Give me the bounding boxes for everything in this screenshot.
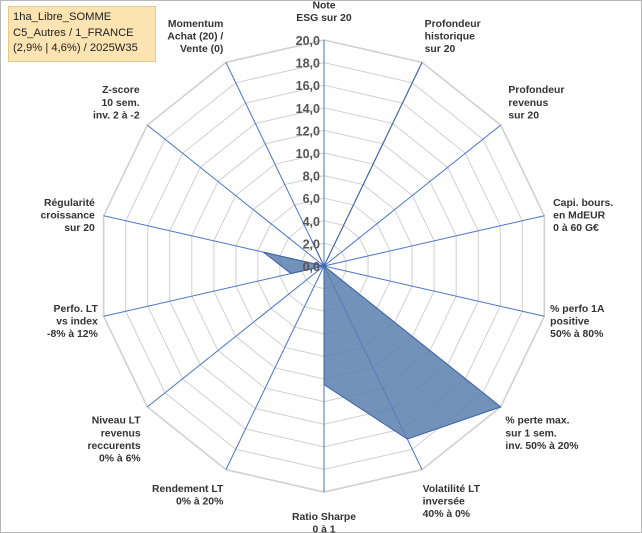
axis-label-line: ESG sur 20 bbox=[296, 13, 352, 24]
axis-label-line: positive bbox=[550, 317, 589, 328]
tick-label: 8,0 bbox=[303, 170, 320, 184]
axis-label-line: 10 sem. bbox=[101, 98, 139, 109]
axis-label: Ratio Sharpe 0 à 1 bbox=[292, 512, 356, 533]
info-line-1: 1ha_Libre_SOMME bbox=[13, 11, 112, 23]
axis-label-line: revenus bbox=[508, 98, 548, 109]
axis-label-line: Ratio Sharpe bbox=[292, 512, 356, 523]
axis-spoke bbox=[323, 124, 502, 267]
tick-label: 10,0 bbox=[296, 147, 320, 161]
tick-layer: 0,0 2,0 4,0 6,0 8,0 10,0 12,0 14,0 16,0 18,0 20,0 bbox=[296, 34, 320, 274]
axis-label-line: Achat (20) / bbox=[167, 31, 223, 42]
axis-label: Z-score 10 sem.inv. 2 à -2 bbox=[93, 85, 140, 121]
axis-label-line: 40% à 0% bbox=[423, 509, 470, 520]
axis-label-line: Note bbox=[312, 0, 335, 11]
tick-label: 18,0 bbox=[296, 57, 320, 71]
tick-label: 20,0 bbox=[296, 34, 320, 48]
axis-label-line: sur 1 sem. bbox=[505, 428, 557, 439]
axis-label-line: Perfo. LT bbox=[54, 304, 99, 315]
tick-label: 14,0 bbox=[296, 102, 320, 116]
series-layer bbox=[263, 62, 502, 440]
axis-label-line: -8% à 12% bbox=[47, 329, 98, 340]
axis-label: % perte max.sur 1 sem. inv. 50% à 20% bbox=[505, 416, 578, 452]
axis-label: Note ESG sur 20 bbox=[296, 0, 352, 24]
axis-label-line: Régularité bbox=[44, 198, 95, 209]
axis-label: Rendement LT 0% à 20% bbox=[152, 484, 224, 508]
axis-spoke bbox=[103, 265, 325, 317]
axis-label-line: Volatilité LT bbox=[423, 484, 481, 495]
axis-label-line: inv. 2 à -2 bbox=[93, 110, 140, 121]
axis-label-line: reccurents bbox=[87, 441, 140, 452]
axis-label-line: vs index bbox=[56, 317, 98, 328]
axis-label-line: Vente (0) bbox=[180, 44, 223, 55]
axis-label-line: revenus bbox=[101, 428, 141, 439]
axis-label-line: sur 20 bbox=[425, 44, 456, 55]
axis-label-line: sur 20 bbox=[508, 110, 539, 121]
axis-spoke bbox=[323, 215, 545, 267]
tick-label: 6,0 bbox=[303, 192, 320, 206]
tick-label: 2,0 bbox=[303, 237, 320, 251]
axis-label-line: inv. 50% à 20% bbox=[505, 441, 578, 452]
axis-spoke bbox=[225, 265, 325, 470]
tick-label: 16,0 bbox=[296, 79, 320, 93]
axis-label-line: % perfo 1A bbox=[550, 304, 605, 315]
axis-label-line: Z-score bbox=[102, 85, 140, 96]
tick-label: 12,0 bbox=[296, 124, 320, 138]
axis-label-line: historique bbox=[425, 31, 475, 42]
axis-spoke bbox=[225, 62, 325, 267]
tick-label: 4,0 bbox=[303, 215, 320, 229]
axis-spoke bbox=[146, 265, 325, 408]
axis-label-line: croissance bbox=[41, 210, 96, 221]
axis-label-line: 50% à 80% bbox=[550, 329, 603, 340]
axis-label-line: Profondeur bbox=[508, 85, 564, 96]
axis-label-line: inversée bbox=[423, 497, 465, 508]
info-line-2: C5_Autres / 1_FRANCE bbox=[13, 26, 134, 39]
info-box: 1ha_Libre_SOMME C5_Autres / 1_FRANCE (2,… bbox=[8, 6, 156, 62]
axis-label-line: en MdEUR bbox=[553, 210, 605, 221]
axis-label: Perfo. LT vs index-8% à 12% bbox=[47, 304, 98, 340]
axis-label-line: Momentum bbox=[168, 19, 223, 30]
tick-label: 0,0 bbox=[303, 260, 320, 274]
axis-label-line: 0 à 1 bbox=[312, 525, 335, 533]
axis-spoke bbox=[323, 265, 545, 317]
series-area bbox=[263, 62, 502, 440]
axis-label-line: 0% à 6% bbox=[99, 453, 141, 464]
axis-label-line: 0 à 60 G€ bbox=[553, 223, 599, 234]
axis-label: Capi. bours.en MdEUR 0 à 60 G€ bbox=[553, 198, 613, 234]
info-line-3: (2,9% | 4,6%) / 2025W35 bbox=[13, 42, 138, 55]
axis-label-line: % perte max. bbox=[505, 416, 569, 427]
axis-spoke bbox=[146, 124, 325, 267]
axis-label-line: Niveau LT bbox=[92, 416, 142, 427]
axis-label-line: Rendement LT bbox=[152, 484, 224, 495]
axis-label-line: 0% à 20% bbox=[176, 497, 223, 508]
axis-label-line: Capi. bours. bbox=[553, 198, 613, 209]
axis-label-line: Profondeur bbox=[425, 19, 481, 30]
axis-label-line: sur 20 bbox=[64, 223, 95, 234]
